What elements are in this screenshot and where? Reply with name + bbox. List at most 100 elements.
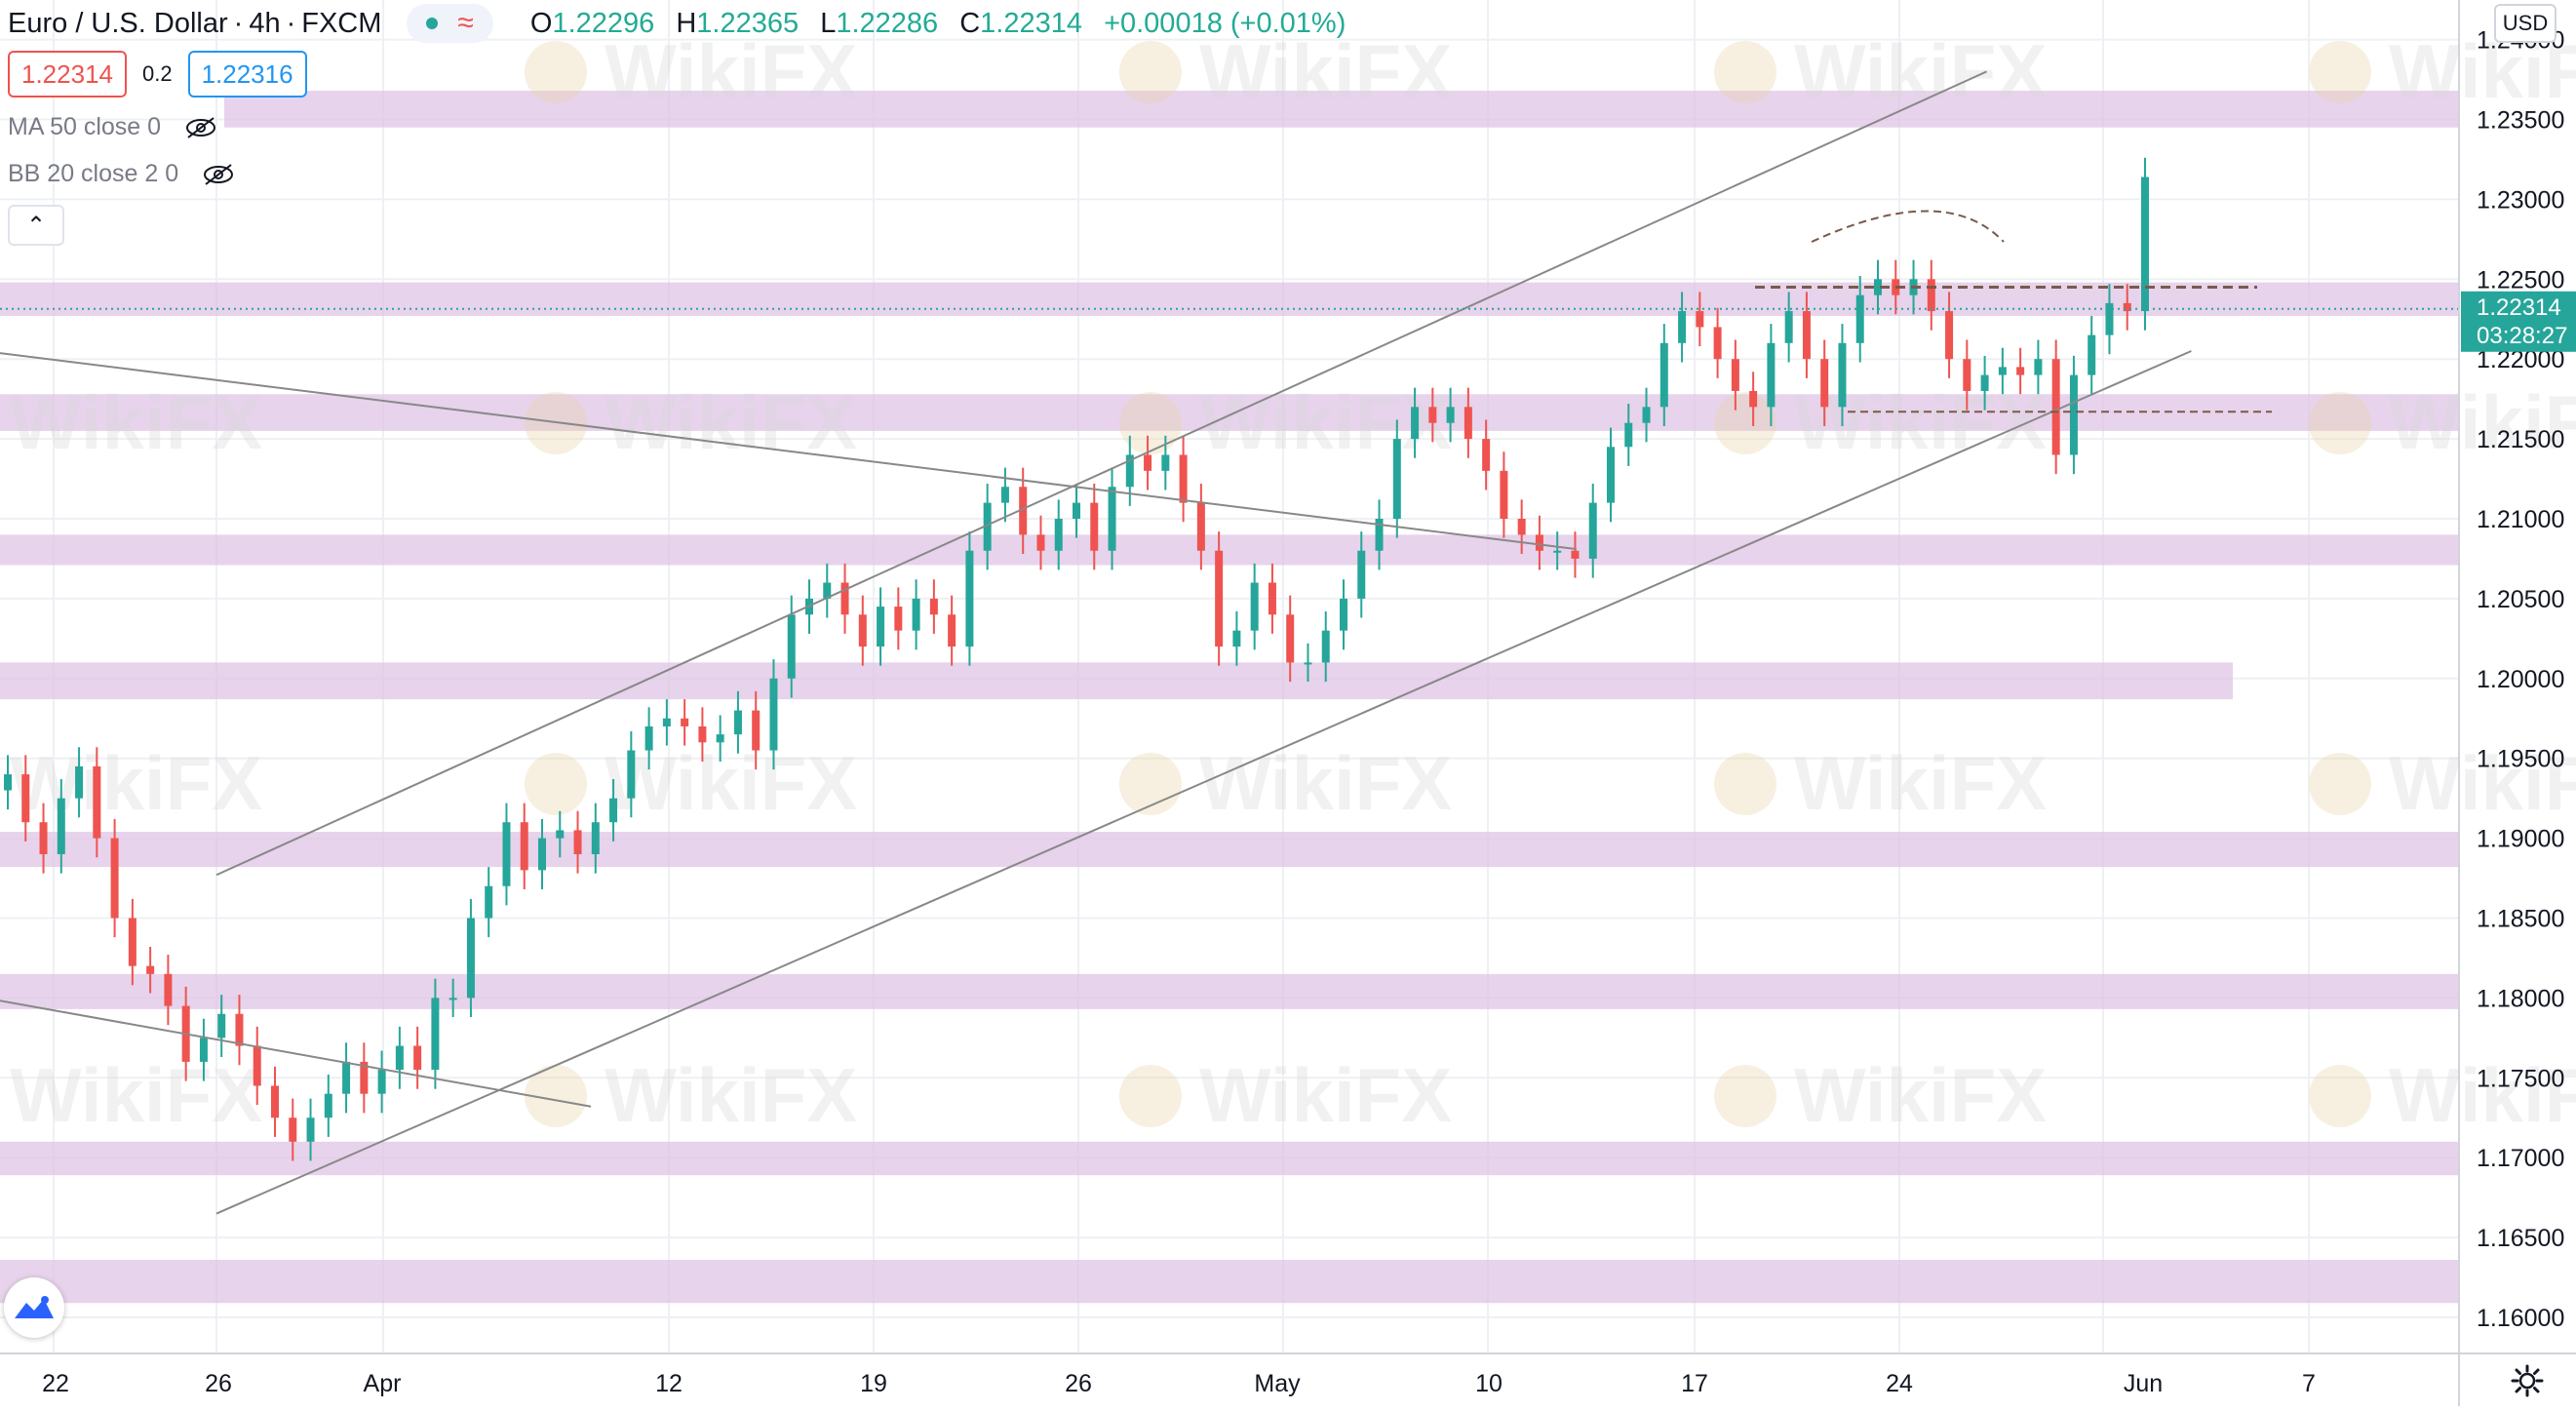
indicator-ma[interactable]: MA 50 close 0 (8, 113, 217, 141)
market-status-pill[interactable]: ≈ (407, 4, 493, 43)
time-axis-label: Jun (2124, 1370, 2163, 1397)
eye-hidden-icon[interactable] (202, 163, 235, 186)
candle-body (377, 1070, 386, 1094)
candle-body (1820, 359, 1829, 408)
sell-price-button[interactable]: 1.22314 (8, 51, 127, 98)
tradingview-logo-icon[interactable] (4, 1277, 64, 1338)
spread-value: 0.2 (141, 61, 173, 86)
candle-body (877, 607, 885, 647)
interval[interactable]: 4h (249, 7, 281, 39)
candle-body (2016, 367, 2025, 375)
trendline (0, 352, 1577, 551)
support-resistance-zone (0, 832, 2459, 868)
candle-body (1642, 407, 1651, 423)
candle-body (698, 725, 707, 743)
low-value: 1.22286 (836, 7, 939, 39)
watermark-text: WikiFX (1199, 740, 1452, 826)
chevron-up-icon: ⌃ (25, 212, 47, 239)
candle-body (93, 765, 101, 839)
watermark-logo-icon (525, 753, 587, 815)
price-axis-label: 1.21000 (2477, 506, 2564, 533)
candle-body (1482, 439, 1491, 471)
candle-body (1980, 374, 1989, 391)
candle-body (1144, 454, 1152, 471)
candle-body (324, 1093, 332, 1118)
collapse-legend-button[interactable]: ⌃ (8, 205, 64, 246)
candle-body (912, 598, 920, 631)
price-axis-label: 1.18000 (2477, 985, 2564, 1012)
watermark-logo-icon (525, 1065, 587, 1127)
watermark-logo-icon (2309, 1065, 2371, 1127)
watermark-logo-icon (2309, 41, 2371, 103)
candle-body (1517, 519, 1526, 535)
support-resistance-zone (224, 91, 2459, 128)
candle-body (4, 774, 12, 791)
time-axis-label: 26 (1065, 1370, 1092, 1397)
watermark-text: WikiFX (2389, 740, 2576, 826)
price-axis-label: 1.20000 (2477, 666, 2564, 693)
time-axis-label: Apr (364, 1370, 402, 1397)
candle-body (609, 798, 618, 823)
watermark-logo-icon (1119, 41, 1182, 103)
eye-hidden-icon[interactable] (184, 116, 217, 139)
candle-body (1125, 454, 1134, 488)
candle-body (1535, 534, 1543, 551)
candle-body (1838, 342, 1847, 408)
candle-body (1855, 294, 1864, 343)
watermark-logo-icon (1714, 392, 1776, 454)
time-axis-label: 26 (205, 1370, 232, 1397)
high-value: 1.22365 (696, 7, 800, 39)
candle-body (39, 822, 48, 854)
candle-body (948, 614, 956, 647)
rounding-top-arc (1811, 210, 2005, 243)
watermark-text: WikiFX (1199, 1052, 1452, 1138)
candle-body (538, 838, 546, 871)
support-resistance-zone (0, 282, 2459, 316)
candle-body (2141, 176, 2149, 312)
candle-body (1963, 359, 1971, 391)
close-value: 1.22314 (980, 7, 1082, 39)
time-axis-label: 22 (42, 1370, 69, 1397)
symbol-name[interactable]: Euro / U.S. Dollar (8, 7, 228, 39)
candle-body (1659, 342, 1668, 408)
candle-body (1696, 311, 1704, 328)
support-resistance-zone (0, 1141, 2459, 1176)
candle-body (271, 1085, 279, 1118)
trade-buttons: 1.22314 0.2 1.22316 (8, 51, 307, 98)
indicator-bb[interactable]: BB 20 close 2 0 (8, 160, 235, 188)
watermark-text: WikiFX (2389, 379, 2576, 465)
watermark-text: WikiFX (1794, 740, 2047, 826)
price-axis-label: 1.19500 (2477, 746, 2564, 773)
settings-gear-icon[interactable] (2508, 1361, 2547, 1400)
candle-body (235, 1013, 244, 1046)
candle-body (110, 838, 119, 919)
candle-body (2105, 302, 2114, 335)
candle-body (306, 1117, 315, 1142)
watermark-text: WikiFX (605, 379, 857, 465)
time-axis-label: 17 (1681, 1370, 1708, 1397)
candle-body (395, 1045, 404, 1071)
candle-body (787, 614, 796, 679)
candle-body (1749, 390, 1758, 408)
buy-price-button[interactable]: 1.22316 (187, 51, 307, 98)
candle-body (466, 918, 475, 999)
candle-body (1250, 582, 1259, 631)
watermark-text: WikiFX (2389, 1052, 2576, 1138)
candle-body (1998, 367, 2007, 375)
candle-body (289, 1117, 297, 1142)
candle-body (929, 598, 938, 615)
candle-body (2088, 334, 2096, 375)
candle-body (681, 718, 689, 726)
watermark-logo-icon (1119, 1065, 1182, 1127)
candle-body (75, 765, 84, 799)
candle-body (128, 918, 137, 966)
currency-button[interactable]: USD (2494, 4, 2556, 43)
candle-body (485, 885, 493, 919)
candle-body (1054, 519, 1063, 551)
candle-body (431, 998, 440, 1071)
watermark-text: WikiFX (1199, 379, 1452, 465)
candle-body (217, 1013, 226, 1039)
candle-body (449, 998, 457, 1000)
